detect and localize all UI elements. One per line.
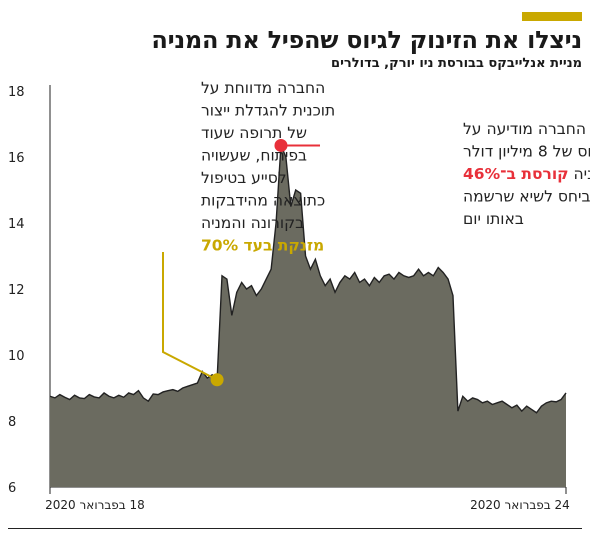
price-area [49,145,567,487]
axes: 6 8 10 12 14 16 18 18 בפברואר 2020 24 בפברואר 20… [8,85,570,512]
price-area-fill [50,145,566,487]
right-annotation-line-part: והמניה [569,165,590,183]
left-annotation-line: כתוצאה מהידבקות [201,192,325,210]
left-annotation-connector [162,252,218,381]
left-annotation-line: החברה מדווחת על [201,79,325,97]
left-annotation-line: של תרופה שעוד [201,124,307,142]
y-tick-label: 8 [8,415,16,430]
accent-bar [522,12,582,21]
left-annotation-highlight: מזנקת בעד 70% [201,237,324,255]
left-annotation-line: לסייע בטיפול [201,169,287,187]
y-tick-label: 10 [8,349,25,364]
left-annotation-line: תוכנית להגדלת ייצור [201,102,335,120]
chart-title: ניצלו את הזינוק לגיוס שהפיל את המניה [151,26,582,54]
right-annotation-line: החברה מודיעה על [463,120,586,138]
y-tick-label: 16 [8,151,25,166]
y-tick-label: 6 [8,481,16,496]
right-annotation-line: והמניה קורסת ב־46% [463,165,590,183]
right-annotation-highlight: קורסת ב־46% [463,165,569,183]
y-tick-label: 18 [8,85,25,100]
chart-subtitle: מניית אנלייבקס בבורסת ניו יורק, בדולרים [331,56,582,71]
left-annotation-marker [210,373,224,387]
right-annotation-marker [274,138,288,152]
left-annotation-line: בקורונה והמניה [201,214,304,232]
left-annotation-line: בפיתוח, שעשויה [201,147,307,165]
bottom-rule [8,528,582,529]
right-annotation-line: באותו יום [463,210,524,228]
annotations: החברה מדווחת על תוכנית להגדלת ייצור של תרו… [162,79,590,387]
right-annotation-line: גיוס של 8 מיליון דולר [463,143,590,161]
price-line [49,145,567,414]
y-tick-label: 12 [8,283,25,298]
x-tick-label: 18 בפברואר 2020 [45,498,145,512]
x-tick-label: 24 בפברואר 2020 [470,498,570,512]
right-annotation-line: ביחס לשיא שרשמה [463,188,590,206]
y-tick-label: 14 [8,217,25,232]
